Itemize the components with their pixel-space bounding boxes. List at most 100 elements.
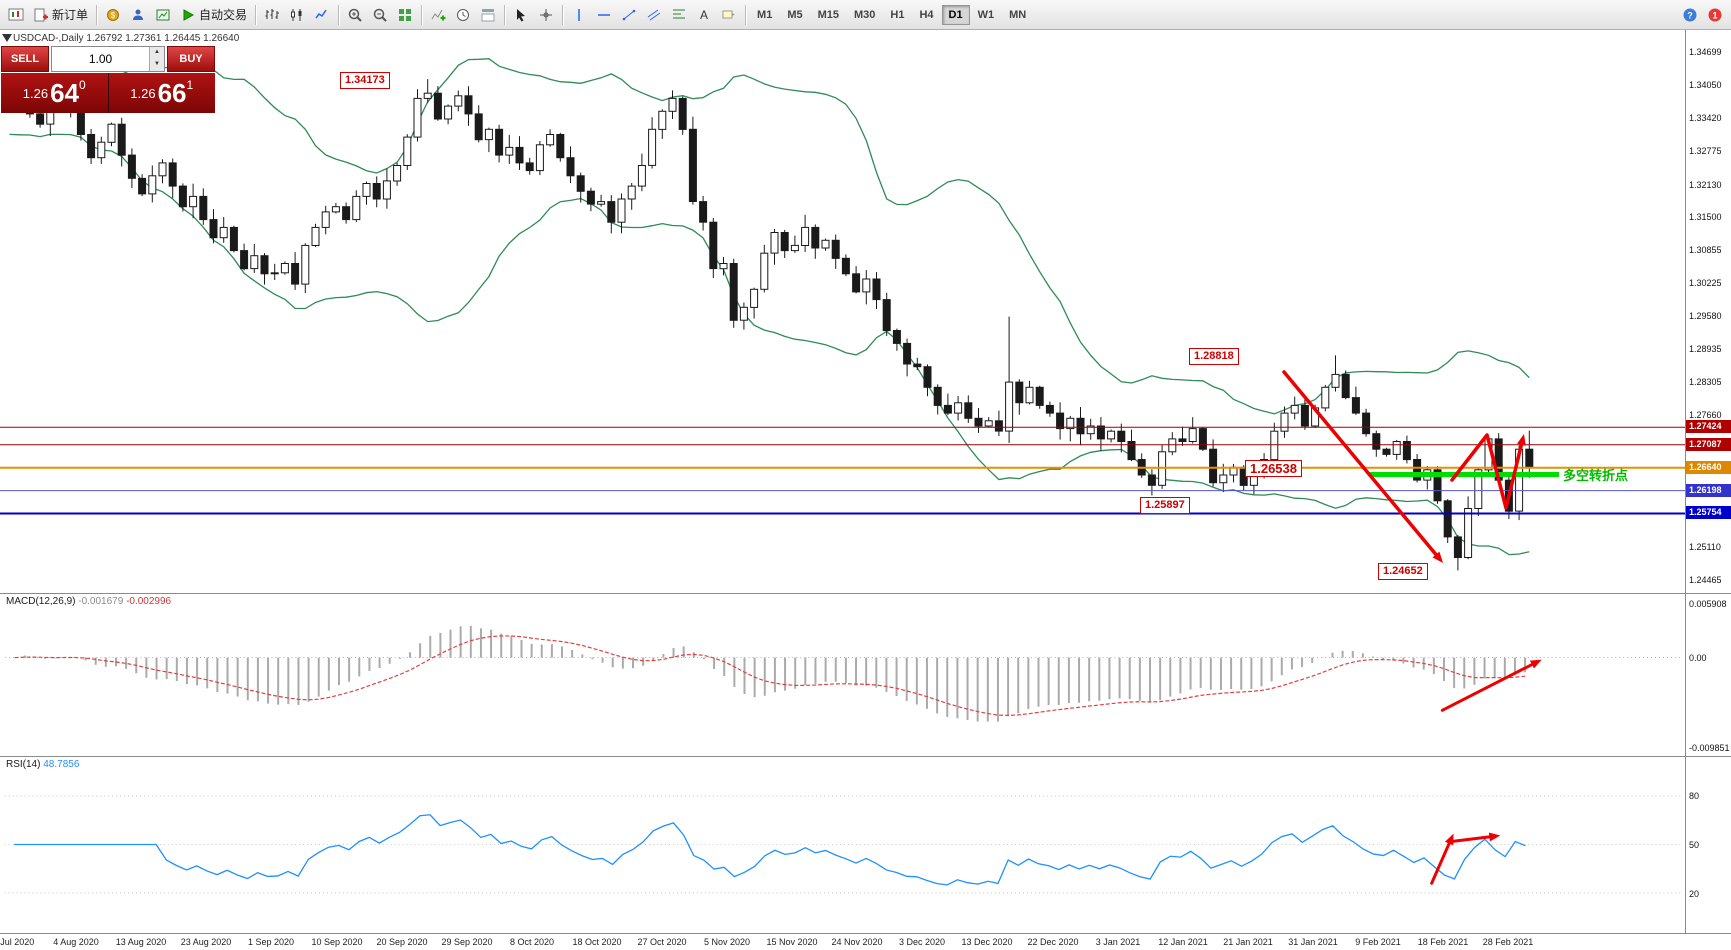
date-label: 5 Nov 2020	[703, 937, 751, 947]
market-watch-icon: $	[105, 7, 121, 23]
zoom-out-button[interactable]	[368, 3, 392, 27]
vertical-line-button[interactable]	[567, 3, 591, 27]
price-axis[interactable]: 1.34699 1.34050 1.33420 1.32775 1.32130 1.315…	[1685, 30, 1731, 593]
price-callout: 1.26538	[1245, 460, 1302, 477]
timeframe-H4[interactable]: H4	[912, 5, 940, 25]
cursor-icon	[513, 7, 529, 23]
buy-price-button[interactable]: 1.26 66 1	[108, 73, 215, 113]
rsi-axis[interactable]: 80 50 20	[1685, 756, 1731, 933]
macd-axis[interactable]: 0.005908 0.00 -0.009851	[1685, 593, 1731, 756]
timeframe-M5[interactable]: M5	[780, 5, 809, 25]
label-button[interactable]	[717, 3, 741, 27]
panel-splitter[interactable]	[0, 754, 1731, 758]
horizontal-line-button[interactable]	[592, 3, 616, 27]
new-order-button[interactable]: 新订单	[29, 3, 92, 27]
sell-price-pips: 64	[50, 78, 80, 108]
alerts-button[interactable]: 1	[1703, 3, 1727, 27]
cursor-button[interactable]	[509, 3, 533, 27]
date-label: 18 Oct 2020	[572, 937, 622, 947]
macd-canvas[interactable]	[0, 594, 1685, 756]
line-chart-icon	[314, 7, 330, 23]
svg-text:A: A	[700, 8, 708, 22]
market-watch-button[interactable]: $	[101, 3, 125, 27]
templates-icon	[480, 7, 496, 23]
price-chart-panel[interactable]: USDCAD-,Daily 1.26792 1.27361 1.26445 1.…	[0, 30, 1685, 593]
vline-icon	[571, 7, 587, 23]
toolbar-separator	[338, 4, 340, 25]
indicators-button[interactable]	[426, 3, 450, 27]
price-tick: 1.34050	[1689, 80, 1722, 90]
channel-button[interactable]	[642, 3, 666, 27]
price-chart-canvas[interactable]	[0, 30, 1685, 593]
candlestick-icon	[289, 7, 305, 23]
bar-chart-button[interactable]	[260, 3, 284, 27]
price-tick: 1.24465	[1689, 575, 1722, 585]
terminal-icon	[155, 7, 171, 23]
timeframe-M15[interactable]: M15	[811, 5, 846, 25]
macd-tick: -0.009851	[1689, 743, 1730, 753]
rsi-tick: 80	[1689, 791, 1700, 801]
price-tick: 1.25110	[1689, 542, 1721, 552]
terminal-button[interactable]	[151, 3, 175, 27]
date-axis[interactable]: 26 Jul 2020 4 Aug 2020 13 Aug 2020 23 Aug 2…	[0, 933, 1731, 950]
rsi-panel[interactable]: RSI(14) 48.7856	[0, 756, 1685, 933]
line-chart-button[interactable]	[310, 3, 334, 27]
text-icon: A	[696, 7, 712, 23]
tile-windows-button[interactable]	[393, 3, 417, 27]
autotrading-button[interactable]: 自动交易	[176, 3, 251, 27]
help-button[interactable]: ?	[1678, 3, 1702, 27]
price-badge: 1.26198	[1686, 484, 1731, 497]
navigator-icon	[130, 7, 146, 23]
price-callout: 1.24652	[1378, 563, 1428, 580]
volume-up-button[interactable]: ▲	[150, 47, 164, 59]
date-label: 22 Dec 2020	[1027, 937, 1079, 947]
candlestick-button[interactable]	[285, 3, 309, 27]
timeframe-M30[interactable]: M30	[847, 5, 882, 25]
periods-button[interactable]	[451, 3, 475, 27]
volume-stepper: ▲ ▼	[149, 47, 164, 71]
rsi-canvas[interactable]	[0, 757, 1685, 933]
clock-icon	[455, 7, 471, 23]
play-icon	[180, 7, 196, 23]
macd-tick: 0.005908	[1689, 599, 1727, 609]
toolbar: 新订单 $ 自动交易 A M1 M5 M15 M30 H1 H4 D1 W1 MN? 1	[0, 0, 1731, 30]
templates-button[interactable]	[476, 3, 500, 27]
buy-button[interactable]: BUY	[167, 46, 215, 72]
trendline-button[interactable]	[617, 3, 641, 27]
price-tick: 1.28305	[1689, 377, 1722, 387]
sell-button[interactable]: SELL	[1, 46, 49, 72]
collapse-trade-panel-arrow[interactable]	[2, 34, 12, 42]
new-chart-button[interactable]	[4, 3, 28, 27]
toolbar-separator	[745, 4, 747, 25]
price-tick: 1.31500	[1689, 212, 1722, 222]
zoom-in-button[interactable]	[343, 3, 367, 27]
timeframe-M1[interactable]: M1	[750, 5, 779, 25]
volume-down-button[interactable]: ▼	[150, 59, 164, 71]
date-label: 13 Dec 2020	[961, 937, 1013, 947]
label-icon	[721, 7, 737, 23]
timeframe-D1[interactable]: D1	[941, 4, 970, 25]
zoom-in-icon	[347, 7, 363, 23]
bar-chart-icon	[264, 7, 280, 23]
price-badge: 1.27424	[1686, 420, 1731, 433]
panel-splitter[interactable]	[0, 591, 1731, 595]
price-tick: 1.32130	[1689, 180, 1722, 190]
sell-price-button[interactable]: 1.26 64 0	[1, 73, 108, 113]
text-button[interactable]: A	[692, 3, 716, 27]
date-label: 1 Sep 2020	[247, 937, 295, 947]
fibonacci-button[interactable]	[667, 3, 691, 27]
autotrading-button-label: 自动交易	[199, 8, 248, 22]
timeframe-H1[interactable]: H1	[883, 5, 911, 25]
date-label: 18 Feb 2021	[1417, 937, 1469, 947]
navigator-button[interactable]	[126, 3, 150, 27]
indicators-icon	[430, 7, 446, 23]
crosshair-button[interactable]	[534, 3, 558, 27]
date-label: 12 Jan 2021	[1158, 937, 1208, 947]
macd-panel[interactable]: MACD(12,26,9) -0.001679 -0.002996	[0, 593, 1685, 756]
crosshair-icon	[538, 7, 554, 23]
volume-input[interactable]	[52, 47, 149, 71]
timeframe-MN[interactable]: MN	[1002, 5, 1033, 25]
macd-name: MACD(12,26,9)	[6, 596, 76, 607]
timeframe-W1[interactable]: W1	[971, 5, 1002, 25]
rsi-indicator-label: RSI(14) 48.7856	[6, 759, 79, 770]
